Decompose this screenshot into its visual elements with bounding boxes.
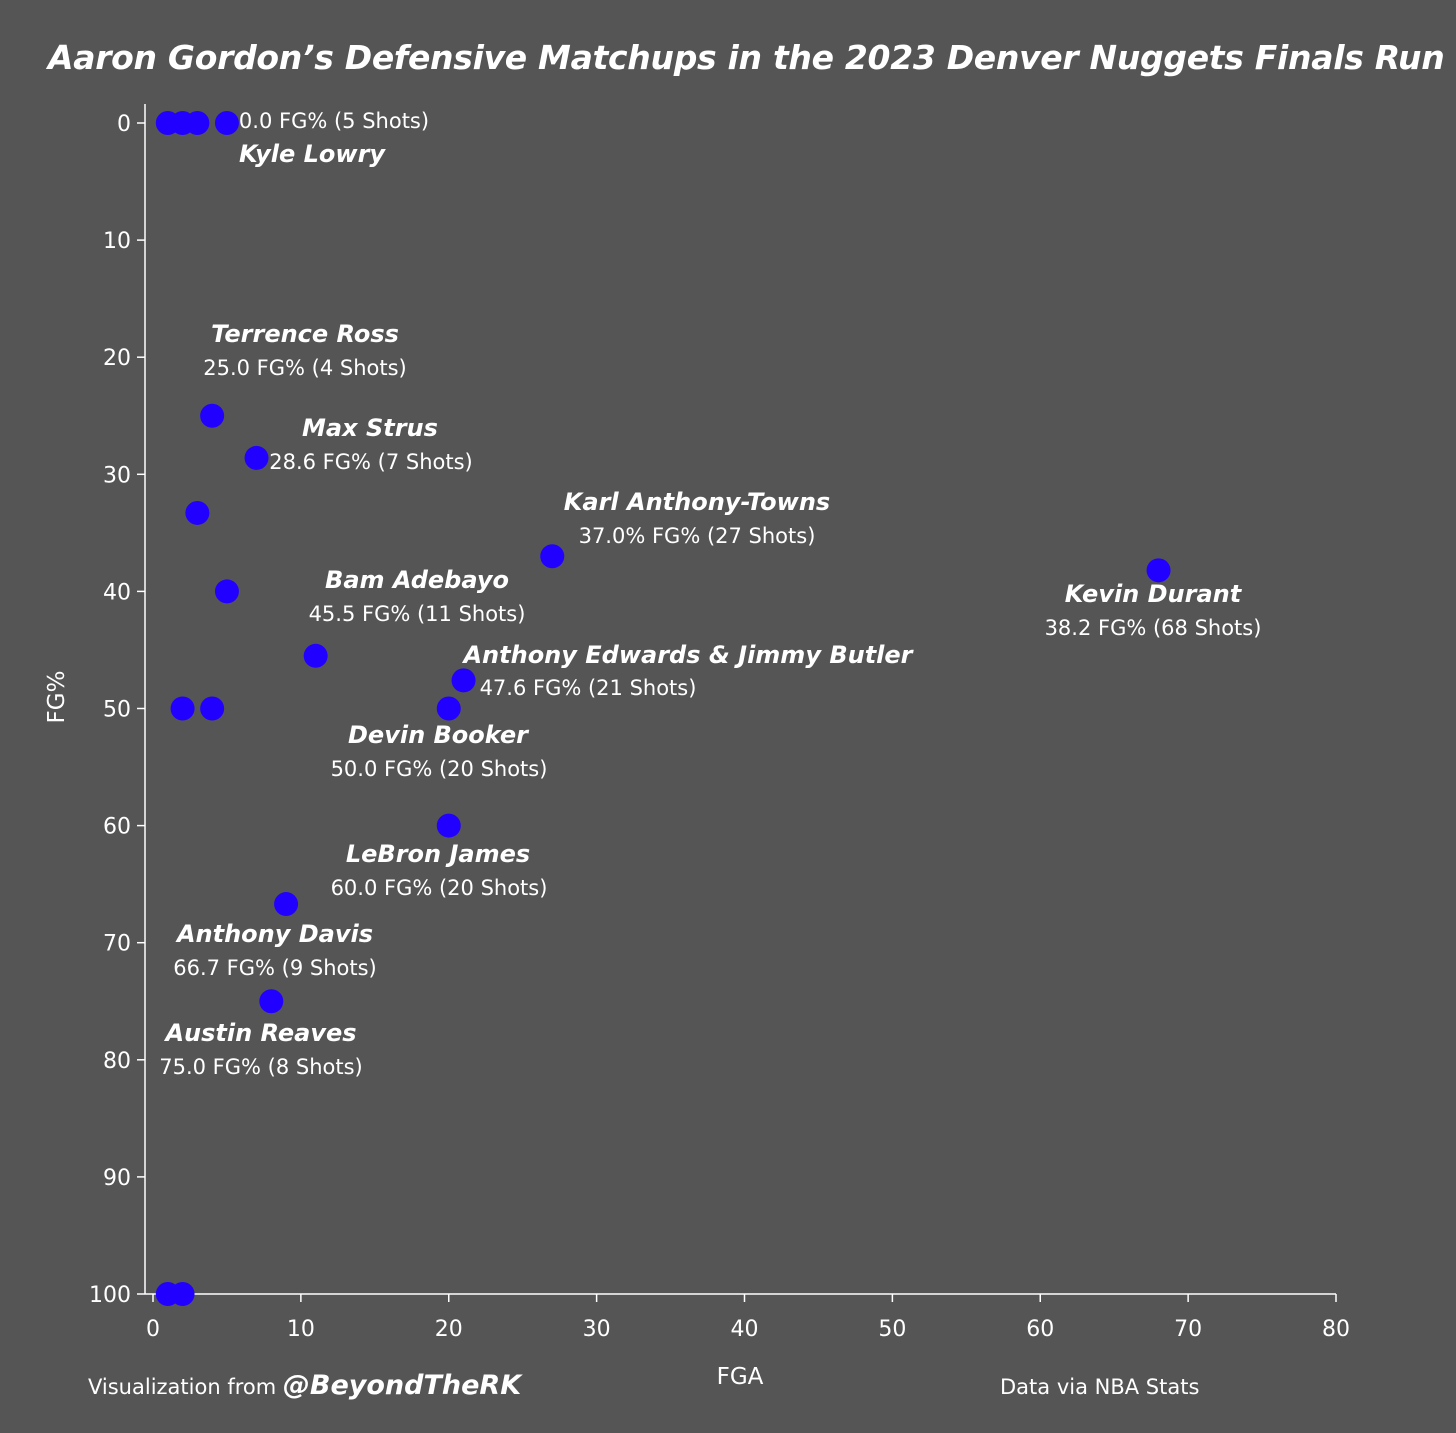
point-name-label: Austin Reaves [163, 1019, 356, 1047]
data-point [185, 500, 210, 525]
y-tick-label: 100 [89, 1283, 131, 1308]
x-tick-label: 50 [878, 1317, 906, 1342]
y-tick-label: 90 [103, 1166, 131, 1191]
data-point [170, 696, 195, 721]
visualization-credit: Visualization from @BeyondTheRK [88, 1370, 521, 1401]
data-point [303, 643, 328, 668]
data-labels: Kyle Lowry 0.0 FG% (5 Shots) Terrence Ross… [159, 109, 1261, 1079]
data-point [244, 445, 269, 470]
axes: 0 10 20 30 40 50 60 70 80 0 10 20 30 40 50 60 70 80 90 100 [89, 104, 1350, 1342]
data-point [200, 696, 225, 721]
data-point [259, 989, 284, 1014]
data-point [436, 813, 461, 838]
data-point [170, 1282, 195, 1306]
x-tick-label: 10 [287, 1317, 315, 1342]
y-tick-label: 30 [103, 463, 131, 488]
x-tick-label: 70 [1174, 1317, 1202, 1342]
y-tick-label: 80 [103, 1049, 131, 1074]
y-tick-label: 0 [117, 112, 131, 137]
x-tick-label: 0 [146, 1317, 160, 1342]
point-stat-label: 38.2 FG% (68 Shots) [1045, 616, 1262, 640]
point-name-label: Anthony Davis [175, 920, 373, 948]
point-name-label: Kevin Durant [1065, 580, 1243, 608]
point-stat-label: 0.0 FG% (5 Shots) [239, 109, 429, 133]
point-stat-label: 25.0 FG% (4 Shots) [203, 356, 407, 380]
point-stat-label: 28.6 FG% (7 Shots) [269, 450, 473, 474]
data-point [185, 111, 210, 135]
point-stat-label: 75.0 FG% (8 Shots) [159, 1055, 363, 1079]
data-point [540, 544, 565, 569]
point-name-label: Bam Adebayo [325, 566, 509, 594]
point-name-label: Terrence Ross [211, 320, 399, 348]
data-point [274, 892, 299, 917]
point-stat-label: 60.0 FG% (20 Shots) [331, 876, 548, 900]
data-point [451, 668, 476, 693]
data-point [1146, 558, 1171, 583]
point-name-label: Devin Booker [348, 721, 530, 749]
data-point [214, 111, 239, 135]
point-stat-label: 66.7 FG% (9 Shots) [173, 956, 377, 980]
x-axis-label: FGA [717, 1364, 764, 1390]
point-name-label: LeBron James [346, 840, 530, 868]
credit-handle: @BeyondTheRK [282, 1370, 522, 1401]
data-source: Data via NBA Stats [1000, 1375, 1200, 1399]
point-stat-label: 37.0% FG% (27 Shots) [579, 524, 816, 548]
x-tick-label: 40 [731, 1317, 759, 1342]
point-name-label: Max Strus [302, 414, 438, 442]
data-point [214, 579, 239, 604]
y-tick-label: 20 [103, 346, 131, 371]
data-point [200, 403, 225, 428]
point-name-label: Anthony Edwards & Jimmy Butler [461, 641, 914, 669]
data-point [436, 696, 461, 721]
y-tick-label: 70 [103, 932, 131, 957]
x-tick-label: 20 [435, 1317, 463, 1342]
x-tick-label: 80 [1322, 1317, 1350, 1342]
credit-prefix: Visualization from [88, 1375, 277, 1399]
point-name-label: Karl Anthony-Towns [564, 488, 830, 516]
data-points [155, 111, 1171, 1306]
point-stat-label: 45.5 FG% (11 Shots) [309, 602, 526, 626]
y-tick-label: 60 [103, 815, 131, 840]
point-stat-label: 50.0 FG% (20 Shots) [331, 757, 548, 781]
y-tick-label: 50 [103, 698, 131, 723]
y-axis-label: FG% [44, 671, 70, 724]
y-tick-label: 40 [103, 580, 131, 605]
point-name-label: Kyle Lowry [239, 140, 386, 168]
chart-title: Aaron Gordon’s Defensive Matchups in the… [48, 38, 1445, 77]
x-tick-label: 30 [583, 1317, 611, 1342]
y-tick-label: 10 [103, 229, 131, 254]
x-tick-label: 60 [1026, 1317, 1054, 1342]
point-stat-label: 47.6 FG% (21 Shots) [480, 676, 697, 700]
